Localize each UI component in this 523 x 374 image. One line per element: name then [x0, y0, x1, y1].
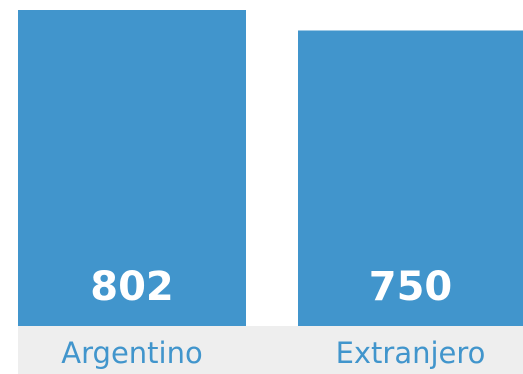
bar-series [18, 10, 523, 327]
bar-extranjero [298, 30, 523, 327]
category-label-extranjero: Extranjero [336, 336, 486, 370]
category-labels: Argentino Extranjero [61, 336, 485, 370]
value-label-argentino: 802 [90, 264, 174, 310]
category-axis-band [18, 326, 523, 374]
value-labels: 802 750 [90, 264, 452, 310]
value-label-extranjero: 750 [369, 264, 453, 310]
category-label-argentino: Argentino [61, 336, 202, 370]
bar-argentino [18, 10, 246, 326]
